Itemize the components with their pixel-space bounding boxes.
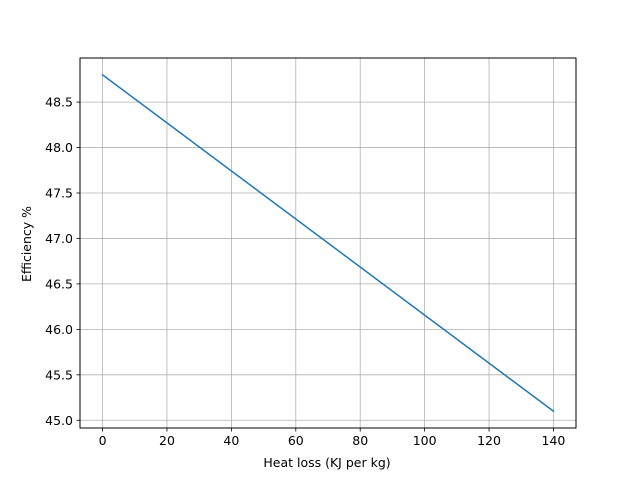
x-tick-label: 20: [159, 433, 175, 448]
x-tick-label: 60: [288, 433, 304, 448]
y-axis-ticks: 45.0 45.5 46.0 46.5 47.0 47.5 48.0 48.5: [45, 95, 80, 428]
x-tick-label: 100: [413, 433, 437, 448]
y-tick-label: 48.5: [45, 95, 73, 110]
x-axis-ticks: 0 20 40 60 80 100 120 140: [99, 428, 566, 448]
y-tick-label: 45.5: [45, 367, 73, 382]
y-axis-title: Efficiency %: [19, 206, 34, 282]
y-tick-label: 46.0: [45, 322, 73, 337]
plot-frame: [79, 57, 577, 429]
y-tick-label: 48.0: [45, 140, 73, 155]
y-tick-label: 46.5: [45, 276, 73, 291]
x-tick-label: 120: [477, 433, 501, 448]
grid: [80, 58, 576, 428]
x-tick-label: 140: [542, 433, 566, 448]
y-tick-label: 47.5: [45, 186, 73, 201]
y-tick-label: 45.0: [45, 413, 73, 428]
x-tick-label: 0: [99, 433, 107, 448]
y-tick-label: 47.0: [45, 231, 73, 246]
x-tick-label: 80: [352, 433, 368, 448]
x-tick-label: 40: [223, 433, 239, 448]
x-axis-title: Heat loss (KJ per kg): [263, 455, 390, 470]
series-line: [101, 73, 555, 413]
series-layer: [101, 73, 555, 413]
